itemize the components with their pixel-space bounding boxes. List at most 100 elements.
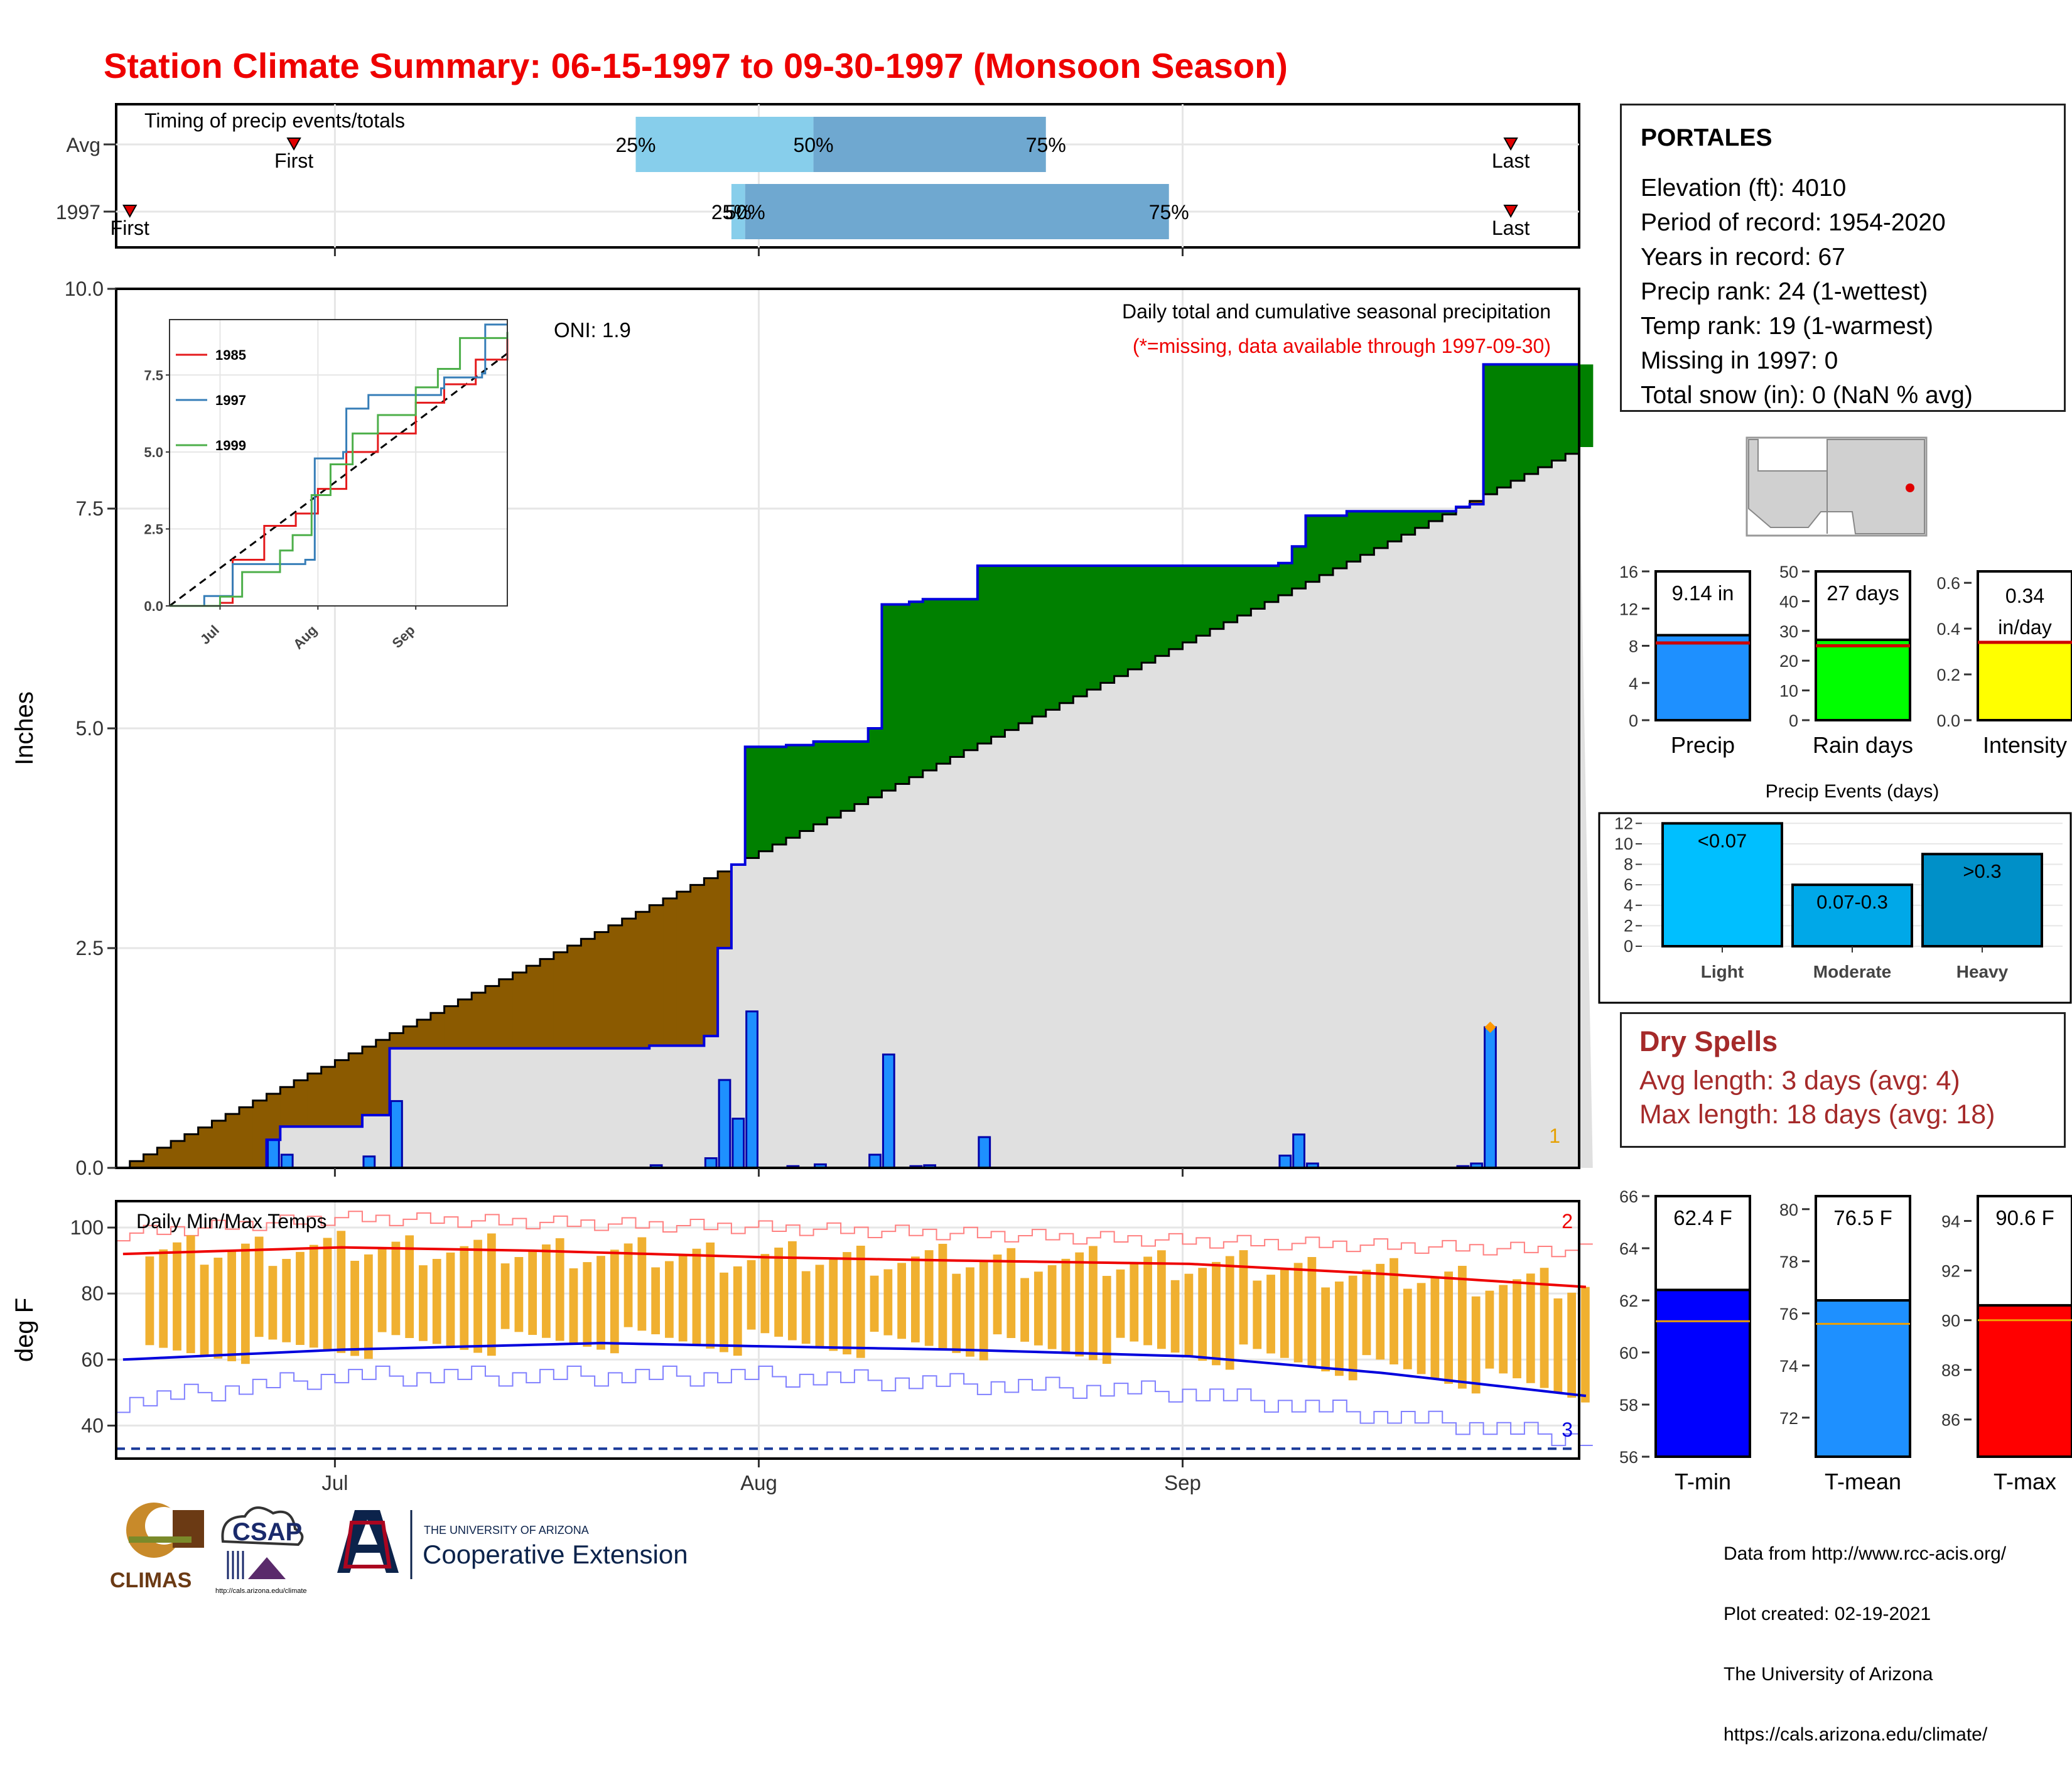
station-row: Missing in 1997: 0: [1641, 347, 1838, 375]
y-tick-label: 72: [1779, 1409, 1798, 1428]
y-tick-label: 8: [1624, 855, 1633, 874]
daily-temp-bar: [1157, 1250, 1166, 1349]
deficit-area: [677, 892, 691, 1045]
summary-x-label: T-min: [1675, 1469, 1731, 1494]
deficit-area: [635, 912, 649, 1048]
daily-temp-bar: [569, 1268, 578, 1344]
daily-temp-bar: [1103, 1276, 1111, 1364]
daily-temp-bar: [1294, 1263, 1303, 1362]
x-tick-label: Heavy: [1956, 962, 2009, 981]
y-tick-label: 4: [1624, 896, 1633, 915]
surplus-area: [855, 742, 868, 804]
surplus-area: [1579, 364, 1593, 447]
deficit-area: [417, 1020, 431, 1049]
deficit-area: [171, 1141, 185, 1168]
daily-precip-bar: [979, 1137, 990, 1168]
y-tick-label: 76: [1779, 1305, 1798, 1324]
y-tick-label: 6: [1624, 875, 1633, 894]
y-tick-label: 4: [1629, 674, 1638, 693]
deficit-area: [458, 1000, 472, 1049]
daily-temp-bar: [1116, 1270, 1125, 1338]
y-axis-label: Inches: [11, 691, 38, 765]
summary-x-label: T-mean: [1825, 1469, 1901, 1494]
daily-temp-bar: [1034, 1271, 1043, 1345]
daily-temp-bar: [460, 1246, 468, 1350]
summary-value-label: 0.34: [2005, 585, 2044, 607]
legend-label: 1985: [215, 347, 246, 363]
daily-temp-bar: [1376, 1264, 1384, 1359]
surplus-area: [1265, 566, 1278, 602]
daily-precip-bar: [1293, 1135, 1305, 1168]
surplus-area: [1319, 515, 1333, 575]
daily-temp-bar: [1226, 1256, 1234, 1369]
timing-marker-label: First: [274, 149, 313, 172]
y-tick-label: 40: [1779, 592, 1798, 611]
timing-bar-high: [745, 184, 1169, 239]
deficit-area: [568, 946, 581, 1049]
deficit-area: [212, 1121, 225, 1168]
surplus-area: [882, 605, 895, 791]
daily-temp-bar: [788, 1241, 797, 1341]
deficit-area: [335, 1060, 348, 1126]
deficit-area: [581, 939, 595, 1048]
deficit-area: [225, 1114, 239, 1168]
dry-spells-title: Dry Spells: [1639, 1025, 1778, 1058]
y-tick-label: 0: [1624, 937, 1633, 956]
daily-temp-bar: [1335, 1282, 1344, 1376]
daily-temp-bar: [1075, 1253, 1084, 1357]
deficit-area: [144, 1155, 158, 1168]
surplus-area: [909, 602, 923, 777]
daily-precip-bar: [883, 1054, 894, 1168]
daily-temp-bar: [1513, 1279, 1521, 1378]
y-tick-label: 12: [1614, 814, 1633, 833]
page-title: Station Climate Summary: 06-15-1997 to 0…: [104, 45, 1288, 86]
y-tick-label: 0.0: [76, 1157, 104, 1179]
y-tick-label: 56: [1619, 1448, 1638, 1467]
y-tick-label: 0.0: [1936, 711, 1960, 730]
daily-temp-bar: [364, 1255, 373, 1359]
y-tick-label: 86: [1941, 1411, 1960, 1430]
daily-temp-bar: [542, 1244, 551, 1338]
daily-temp-bar: [419, 1265, 428, 1341]
oni-annotation: ONI: 1.9: [554, 318, 631, 342]
surplus-area: [1347, 511, 1361, 561]
surplus-area: [841, 742, 855, 811]
deficit-area: [294, 1081, 308, 1127]
credit-line: Data from http://www.rcc-acis.org/: [1724, 1544, 2006, 1564]
events-chart: Precip Events (days)024681012<0.07Light0…: [1598, 775, 2072, 1008]
credit-line: Plot created: 02-19-2021: [1724, 1604, 2006, 1624]
surplus-area: [1497, 364, 1511, 487]
station-info-box: PORTALES Elevation (ft): 4010 Period of …: [1620, 104, 2066, 412]
deficit-area: [472, 993, 485, 1049]
y-tick-label: 30: [1779, 622, 1798, 641]
y-tick-label: 16: [1619, 563, 1638, 581]
station-location-marker: [1906, 483, 1914, 492]
daily-temp-bar: [911, 1256, 920, 1342]
daily-temp-bar: [1253, 1281, 1261, 1349]
y-tick-label: 80: [81, 1282, 104, 1305]
daily-temp-bar: [747, 1260, 756, 1330]
daily-temp-bar: [446, 1253, 455, 1347]
x-tick-label: Aug: [290, 622, 320, 652]
daily-temp-bar: [296, 1252, 305, 1345]
surplus-area: [978, 566, 991, 743]
x-tick-label: Moderate: [1813, 962, 1891, 981]
station-row: Temp rank: 19 (1-warmest): [1641, 313, 1933, 340]
timing-marker-label: First: [111, 217, 149, 239]
y-tick-label: 10: [1614, 834, 1633, 853]
daily-temp-bar: [1020, 1278, 1029, 1341]
daily-temp-bar: [269, 1266, 278, 1339]
summary-value-label: 62.4 F: [1673, 1206, 1732, 1229]
daily-temp-bar: [528, 1251, 537, 1335]
daily-temp-bar: [733, 1266, 742, 1356]
summary-bar: [1978, 1305, 2072, 1457]
surplus-area: [1305, 515, 1319, 581]
surplus-area: [1060, 566, 1074, 703]
daily-temp-bar: [378, 1248, 387, 1332]
surplus-area: [758, 747, 772, 851]
deficit-area: [512, 973, 526, 1049]
y-tick-label: 74: [1779, 1357, 1798, 1376]
surplus-area: [1210, 566, 1224, 629]
